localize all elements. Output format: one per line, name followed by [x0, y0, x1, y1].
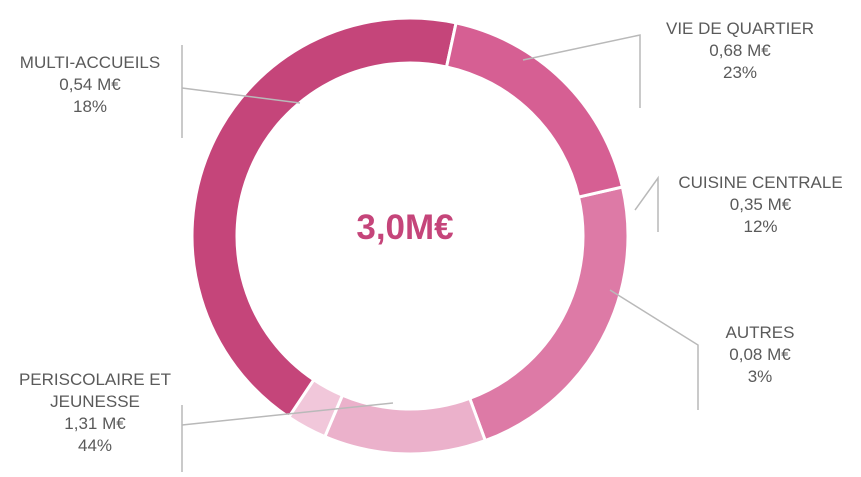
- segment-name: AUTRES: [725, 323, 795, 342]
- label-periscolaire-jeunesse: PERISCOLAIRE ET JEUNESSE 1,31 M€ 44%: [0, 369, 190, 457]
- segment-name-line-2: JEUNESSE: [50, 392, 140, 411]
- segment-percent: 12%: [743, 217, 778, 236]
- segment-name: MULTI-ACCUEILS: [19, 53, 161, 72]
- leader-cuisine-centrale: [634, 175, 659, 232]
- leader-autres: [609, 289, 699, 410]
- leader-periscolaire-jeunesse: [181, 402, 394, 426]
- donut-slice-periscolaire-jeunesse: [190, 16, 458, 420]
- segment-value: 0,35 M€: [729, 195, 792, 214]
- segment-name-line-1: PERISCOLAIRE ET: [18, 370, 172, 389]
- leader-multi-accueils-arm: [181, 87, 301, 104]
- label-multi-accueils: MULTI-ACCUEILS 0,54 M€ 18%: [0, 52, 180, 118]
- segment-percent: 23%: [722, 63, 758, 82]
- segment-name: VIE DE QUARTIER: [666, 19, 814, 38]
- segment-percent: 18%: [72, 97, 108, 116]
- label-cuisine-centrale: CUISINE CENTRALE 0,35 M€ 12%: [663, 172, 858, 238]
- segment-percent: 3%: [747, 367, 773, 386]
- segment-percent: 44%: [77, 436, 113, 455]
- label-autres: AUTRES 0,08 M€ 3%: [700, 322, 820, 388]
- segment-value: 1,31 M€: [64, 414, 126, 433]
- segment-name: CUISINE CENTRALE: [678, 173, 843, 192]
- label-vie-de-quartier: VIE DE QUARTIER 0,68 M€ 23%: [640, 18, 840, 84]
- segment-value: 0,68 M€: [709, 41, 771, 60]
- donut-slice-cuisine-centrale: [322, 393, 488, 456]
- leader-vie-de-quartier: [522, 34, 641, 108]
- center-total-label: 3,0M€: [356, 208, 454, 247]
- segment-value: 0,08 M€: [729, 345, 791, 364]
- donut-slice-multi-accueils: [444, 21, 625, 199]
- donut-slice-vie-de-quartier: [467, 185, 630, 443]
- segment-value: 0,54 M€: [59, 75, 121, 94]
